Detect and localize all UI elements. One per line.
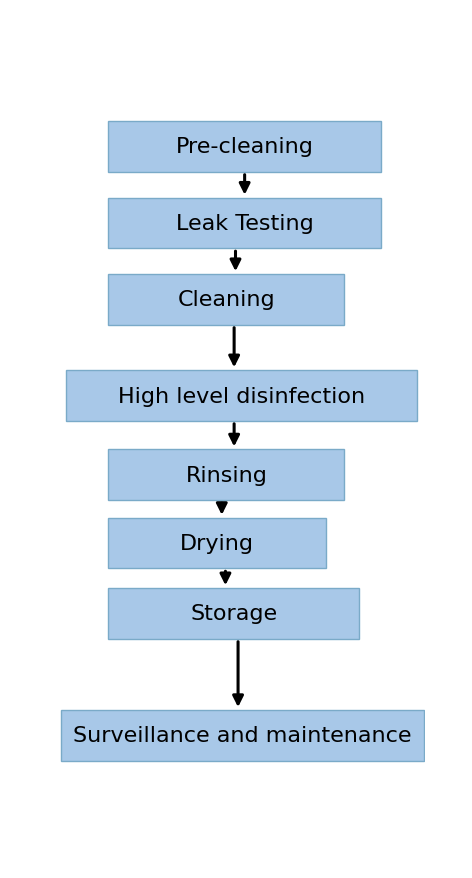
Text: Pre-cleaning: Pre-cleaning — [176, 137, 313, 157]
FancyBboxPatch shape — [66, 371, 417, 421]
FancyBboxPatch shape — [109, 518, 326, 569]
Text: Storage: Storage — [190, 604, 277, 623]
FancyBboxPatch shape — [109, 450, 345, 500]
Text: Drying: Drying — [180, 534, 254, 553]
Text: Surveillance and maintenance: Surveillance and maintenance — [73, 725, 412, 745]
FancyBboxPatch shape — [109, 122, 381, 173]
FancyBboxPatch shape — [61, 710, 424, 761]
FancyBboxPatch shape — [109, 275, 345, 326]
FancyBboxPatch shape — [109, 588, 359, 639]
Text: High level disinfection: High level disinfection — [118, 386, 365, 406]
Text: Leak Testing: Leak Testing — [176, 213, 313, 234]
Text: Rinsing: Rinsing — [185, 465, 267, 486]
Text: Cleaning: Cleaning — [177, 290, 275, 310]
FancyBboxPatch shape — [109, 198, 381, 249]
